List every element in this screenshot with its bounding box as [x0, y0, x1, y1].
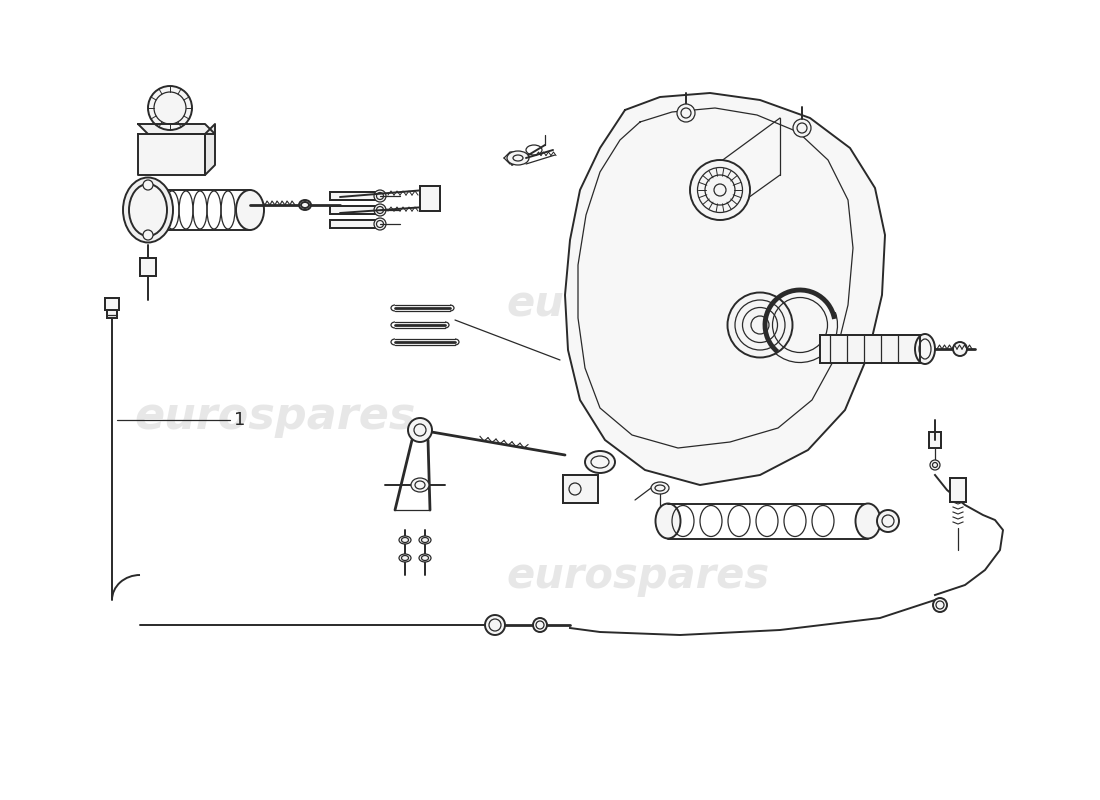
- Circle shape: [793, 119, 811, 137]
- Bar: [140, 258, 156, 276]
- Ellipse shape: [690, 160, 750, 220]
- Ellipse shape: [374, 218, 386, 230]
- Circle shape: [143, 230, 153, 240]
- Bar: [420, 186, 440, 211]
- Bar: [950, 478, 966, 502]
- Ellipse shape: [399, 536, 411, 544]
- Bar: [107, 310, 117, 318]
- Ellipse shape: [751, 316, 769, 334]
- Bar: [330, 220, 375, 228]
- Bar: [330, 192, 375, 200]
- Ellipse shape: [374, 190, 386, 202]
- Ellipse shape: [915, 334, 935, 364]
- Ellipse shape: [953, 342, 967, 356]
- Text: eurospares: eurospares: [506, 555, 770, 597]
- Circle shape: [408, 418, 432, 442]
- Ellipse shape: [507, 151, 529, 165]
- Ellipse shape: [419, 554, 431, 562]
- Ellipse shape: [374, 204, 386, 216]
- Text: 1: 1: [234, 411, 245, 429]
- Ellipse shape: [123, 178, 173, 242]
- Polygon shape: [205, 124, 214, 175]
- Bar: [330, 206, 375, 214]
- Ellipse shape: [930, 460, 940, 470]
- Bar: [420, 186, 440, 211]
- Bar: [104, 298, 119, 310]
- Bar: [820, 335, 920, 363]
- Bar: [104, 298, 119, 310]
- Text: eurospares: eurospares: [134, 394, 416, 438]
- Circle shape: [148, 86, 192, 130]
- Ellipse shape: [856, 503, 880, 538]
- Bar: [563, 475, 598, 503]
- Circle shape: [143, 180, 153, 190]
- Ellipse shape: [236, 190, 264, 230]
- Ellipse shape: [129, 184, 167, 236]
- Circle shape: [676, 104, 695, 122]
- Polygon shape: [138, 124, 214, 134]
- Polygon shape: [138, 134, 205, 175]
- Polygon shape: [504, 152, 526, 164]
- Ellipse shape: [714, 184, 726, 196]
- Ellipse shape: [411, 478, 429, 492]
- Ellipse shape: [299, 200, 311, 210]
- Ellipse shape: [485, 615, 505, 635]
- Ellipse shape: [727, 293, 792, 358]
- Ellipse shape: [134, 190, 162, 230]
- Bar: [330, 206, 375, 214]
- Bar: [930, 432, 940, 448]
- Bar: [330, 192, 375, 200]
- Bar: [820, 335, 920, 363]
- Text: eurospares: eurospares: [506, 283, 770, 325]
- Ellipse shape: [933, 598, 947, 612]
- Ellipse shape: [399, 554, 411, 562]
- Bar: [107, 310, 117, 318]
- Ellipse shape: [419, 536, 431, 544]
- Ellipse shape: [585, 451, 615, 473]
- Bar: [563, 475, 598, 503]
- Bar: [330, 220, 375, 228]
- Polygon shape: [565, 93, 886, 485]
- Ellipse shape: [877, 510, 899, 532]
- Bar: [140, 258, 156, 276]
- Ellipse shape: [534, 618, 547, 632]
- Ellipse shape: [656, 503, 681, 538]
- Ellipse shape: [651, 482, 669, 494]
- Bar: [930, 432, 940, 448]
- Bar: [950, 478, 966, 502]
